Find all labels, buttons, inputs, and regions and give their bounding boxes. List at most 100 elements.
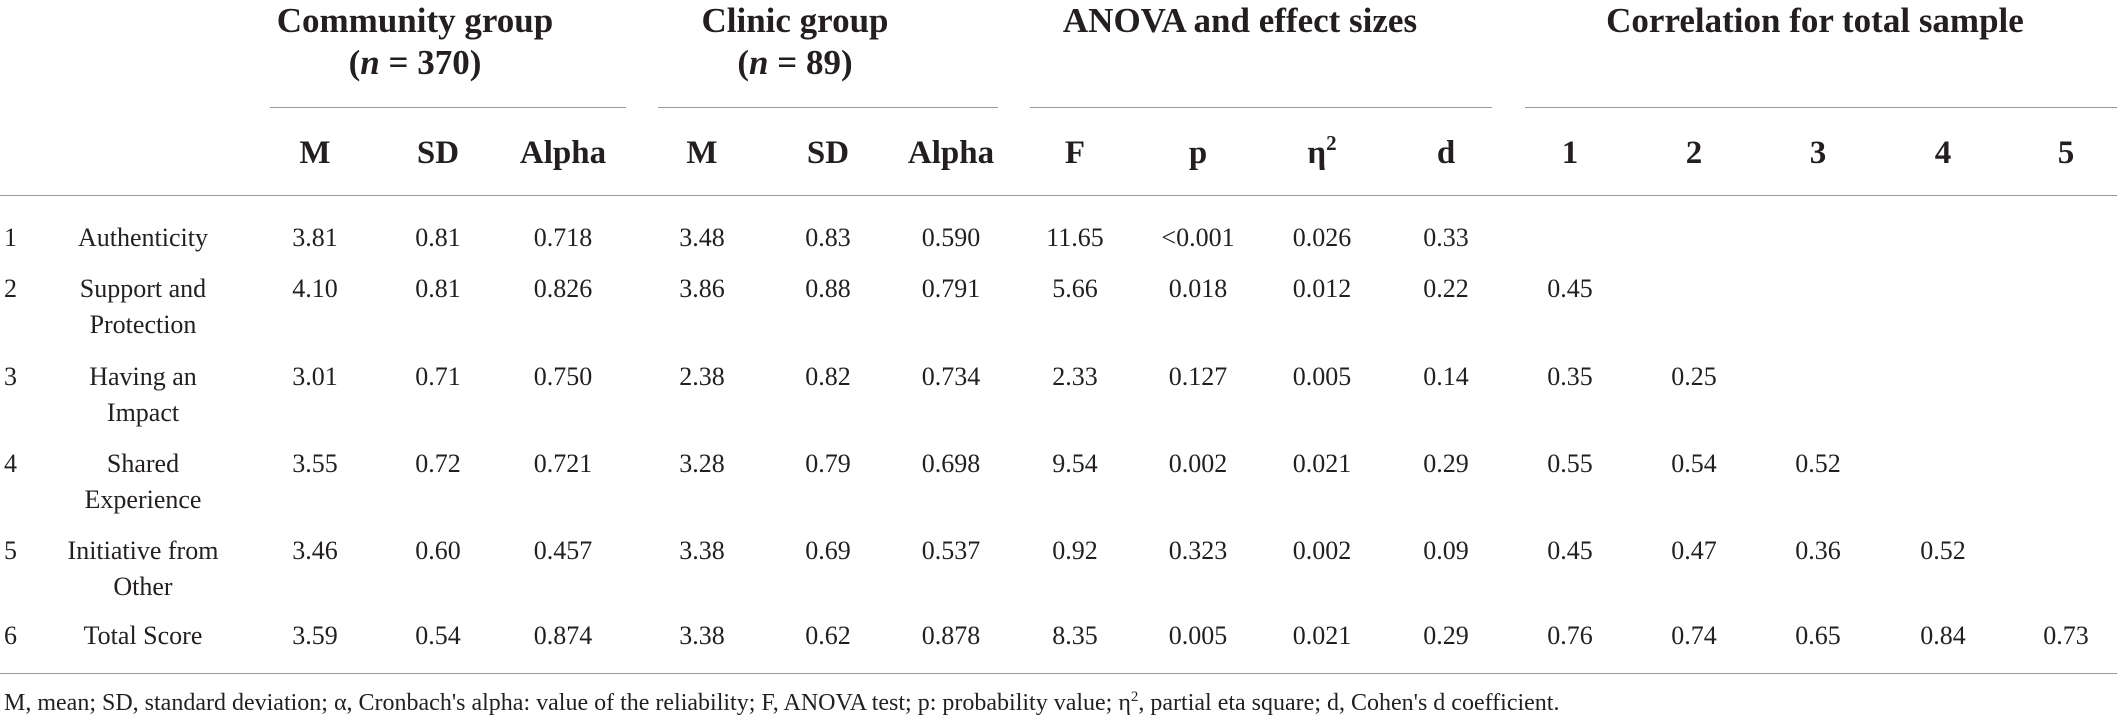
cell-eta: 0.021 — [1292, 449, 1352, 478]
cell-f: 11.65 — [1046, 223, 1104, 252]
col-corr-4: 4 — [1934, 135, 1952, 171]
row-number: 1 — [4, 223, 17, 252]
col-clinic-alpha: Alpha — [907, 135, 995, 171]
clinic-group-rule — [658, 107, 998, 108]
row-label-line-2: Other — [113, 572, 173, 601]
cell-f: 0.92 — [1052, 536, 1098, 565]
cell-ksd: 0.88 — [805, 274, 851, 303]
row-number: 2 — [4, 274, 17, 303]
row-label: Total Score — [52, 618, 234, 654]
community-n-value: = 370 — [379, 43, 470, 82]
cell-eta: 0.012 — [1292, 274, 1352, 303]
cell-f: 2.33 — [1052, 362, 1098, 391]
cell-f: 5.66 — [1052, 274, 1098, 303]
cell-r4: 0.52 — [1920, 536, 1966, 565]
row-label: Support and Protection — [52, 271, 234, 343]
col-community-m: M — [299, 135, 331, 171]
cell-ca: 0.826 — [533, 274, 593, 303]
footnote-part-2: , partial eta square; d, Cohen's d coeff… — [1138, 690, 1560, 716]
cell-ksd: 0.69 — [805, 536, 851, 565]
cell-ka: 0.698 — [921, 449, 981, 478]
col-anova-f: F — [1064, 135, 1086, 171]
cell-ksd: 0.62 — [805, 621, 851, 650]
row-number: 6 — [4, 621, 17, 650]
anova-group-header: ANOVA and effect sizes — [1000, 0, 1480, 42]
cell-csd: 0.81 — [415, 274, 461, 303]
cell-p: 0.018 — [1168, 274, 1228, 303]
cell-km: 3.86 — [679, 274, 725, 303]
cell-cm: 3.01 — [292, 362, 338, 391]
cell-r1: 0.45 — [1547, 536, 1593, 565]
cell-ka: 0.734 — [921, 362, 981, 391]
cell-f: 8.35 — [1052, 621, 1098, 650]
col-anova-eta: η2 — [1252, 132, 1392, 174]
cell-d: 0.29 — [1423, 449, 1469, 478]
cell-eta: 0.026 — [1292, 223, 1352, 252]
row-number: 4 — [4, 449, 17, 478]
community-group-header: Community group (n = 370) — [276, 1, 554, 82]
cell-p: 0.005 — [1168, 621, 1228, 650]
cell-r1: 0.55 — [1547, 449, 1593, 478]
cell-d: 0.22 — [1423, 274, 1469, 303]
cell-km: 3.38 — [679, 621, 725, 650]
cell-d: 0.29 — [1423, 621, 1469, 650]
cell-km: 3.38 — [679, 536, 725, 565]
cell-ka: 0.590 — [921, 223, 981, 252]
cell-ca: 0.874 — [533, 621, 593, 650]
anova-group-rule — [1030, 107, 1492, 108]
cell-cm: 3.81 — [292, 223, 338, 252]
cell-d: 0.09 — [1423, 536, 1469, 565]
cell-ka: 0.791 — [921, 274, 981, 303]
cell-r1: 0.45 — [1547, 274, 1593, 303]
table-footnote: M, mean; SD, standard deviation; α, Cron… — [4, 687, 1559, 719]
cell-r3: 0.36 — [1795, 536, 1841, 565]
clinic-group-title: Clinic group — [701, 1, 889, 40]
cell-ca: 0.721 — [533, 449, 593, 478]
row-label-line-1: Support and — [79, 274, 207, 303]
cell-ca: 0.718 — [533, 223, 593, 252]
cell-d: 0.33 — [1423, 223, 1469, 252]
community-group-rule — [270, 107, 626, 108]
cell-cm: 3.59 — [292, 621, 338, 650]
cell-ksd: 0.79 — [805, 449, 851, 478]
col-corr-2: 2 — [1685, 135, 1703, 171]
cell-p: <0.001 — [1161, 223, 1235, 252]
cell-r2: 0.25 — [1671, 362, 1717, 391]
col-anova-p: p — [1188, 135, 1208, 171]
row-label: Having an Impact — [52, 359, 234, 431]
cell-eta: 0.021 — [1292, 621, 1352, 650]
cell-r1: 0.76 — [1547, 621, 1593, 650]
anova-group-title: ANOVA and effect sizes — [1062, 1, 1418, 40]
col-community-sd: SD — [416, 135, 460, 171]
col-community-alpha: Alpha — [519, 135, 607, 171]
row-label-line-1: Having an — [89, 362, 197, 391]
row-label-line-2: Experience — [84, 485, 202, 514]
clinic-group-header: Clinic group (n = 89) — [701, 1, 889, 82]
cell-p: 0.323 — [1168, 536, 1228, 565]
cell-r4: 0.84 — [1920, 621, 1966, 650]
cell-cm: 3.46 — [292, 536, 338, 565]
cell-r3: 0.52 — [1795, 449, 1841, 478]
cell-km: 2.38 — [679, 362, 725, 391]
cell-cm: 3.55 — [292, 449, 338, 478]
row-label: Authenticity — [52, 220, 234, 256]
table-bottom-rule — [0, 673, 2117, 674]
cell-p: 0.002 — [1168, 449, 1228, 478]
row-number: 5 — [4, 536, 17, 565]
correlation-group-header: Correlation for total sample — [1520, 0, 2110, 42]
cell-csd: 0.71 — [415, 362, 461, 391]
row-label-line-1: Authenticity — [78, 223, 208, 252]
cell-ka: 0.537 — [921, 536, 981, 565]
clinic-n-value: = 89 — [768, 43, 841, 82]
cell-r2: 0.74 — [1671, 621, 1717, 650]
cell-eta: 0.005 — [1292, 362, 1352, 391]
cell-r2: 0.47 — [1671, 536, 1717, 565]
col-anova-eta-symbol: η — [1307, 135, 1327, 171]
cell-r5: 0.73 — [2043, 621, 2089, 650]
col-anova-d: d — [1436, 135, 1456, 171]
cell-km: 3.48 — [679, 223, 725, 252]
cell-ca: 0.457 — [533, 536, 593, 565]
cell-ka: 0.878 — [921, 621, 981, 650]
cell-r2: 0.54 — [1671, 449, 1717, 478]
cell-d: 0.14 — [1423, 362, 1469, 391]
